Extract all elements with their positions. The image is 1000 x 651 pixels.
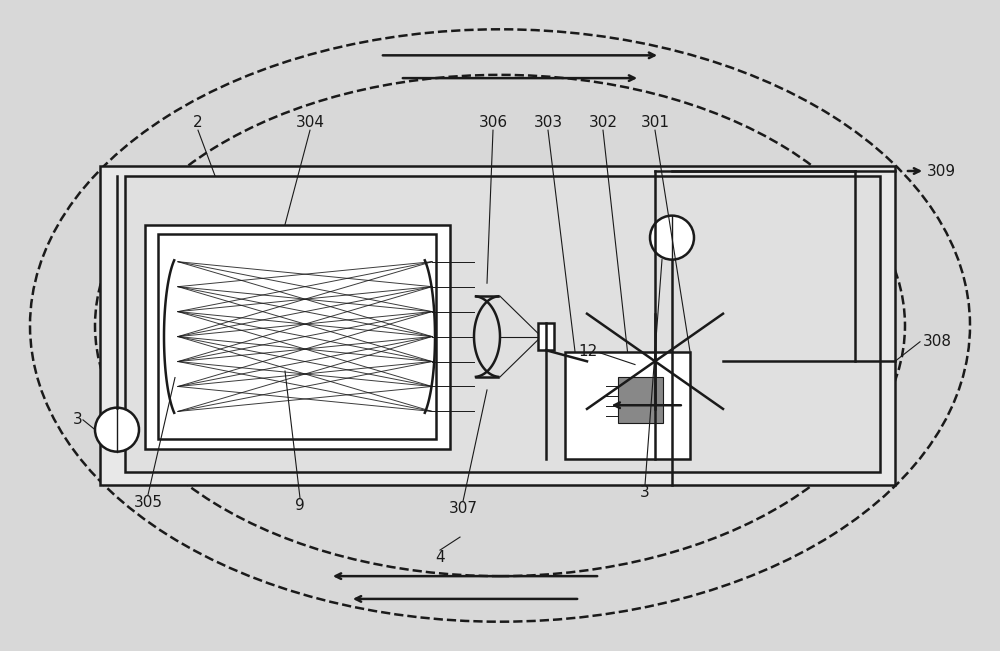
Text: 4: 4 (435, 550, 445, 565)
Text: 304: 304 (296, 115, 324, 130)
Text: 9: 9 (295, 498, 305, 513)
Bar (145, 225, 450, 449)
Text: 3: 3 (640, 485, 650, 500)
Bar (100, 166, 895, 485)
Bar (618, 377, 662, 422)
Bar (158, 234, 436, 439)
Text: 305: 305 (134, 495, 162, 510)
Text: 302: 302 (588, 115, 618, 130)
Text: 3: 3 (73, 412, 83, 428)
Text: 12: 12 (579, 344, 598, 359)
Bar (565, 352, 690, 459)
Text: 307: 307 (448, 501, 478, 516)
Text: 306: 306 (478, 115, 508, 130)
Circle shape (650, 215, 694, 260)
Bar (538, 323, 554, 350)
Text: 2: 2 (193, 115, 203, 130)
Text: 309: 309 (927, 163, 956, 178)
Text: 303: 303 (533, 115, 563, 130)
Text: 301: 301 (640, 115, 670, 130)
Circle shape (95, 408, 139, 452)
Bar (125, 176, 880, 472)
Text: 308: 308 (923, 334, 952, 350)
